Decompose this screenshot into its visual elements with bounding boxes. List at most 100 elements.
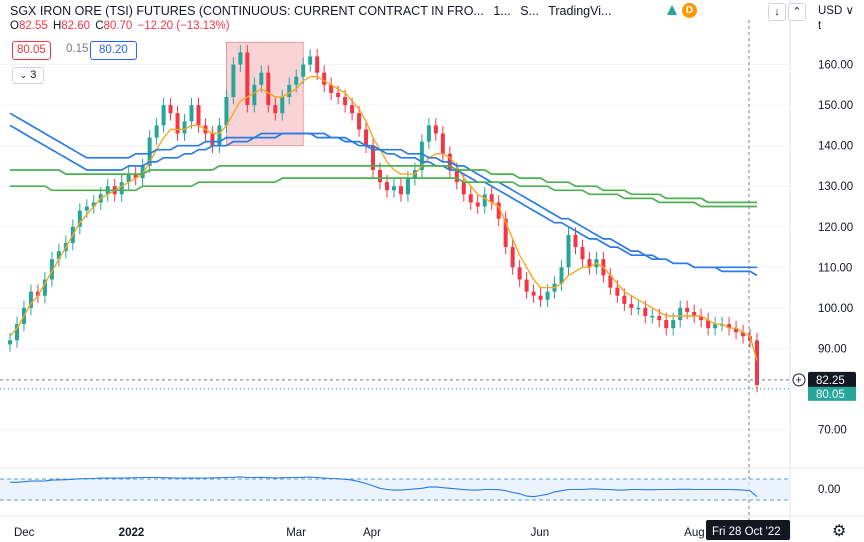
x-tick-label: Aug [684, 527, 704, 539]
candle-body [49, 259, 54, 280]
current-price-badge [808, 371, 856, 388]
candle-body [294, 76, 299, 85]
currency-selector[interactable]: USD ∨ [818, 5, 854, 17]
y-tick-label: 150.00 [818, 100, 853, 112]
candle-body [189, 105, 194, 122]
delayed-badge: D [682, 3, 697, 18]
current-price-label: 82.25 [816, 375, 845, 387]
candle-body [168, 105, 173, 114]
candle-body [664, 320, 669, 329]
last-price-label: 80.05 [816, 389, 845, 401]
ma-mid-a-line [9, 124, 758, 277]
candle-body [573, 234, 578, 248]
ma-mid-b-line [9, 112, 757, 269]
candle-body [734, 328, 739, 333]
candle-body [615, 287, 620, 296]
candle-body [14, 324, 19, 341]
y-tick-label: 90.00 [818, 343, 847, 355]
candle-body [405, 178, 410, 195]
candle-body [308, 56, 313, 65]
candle-body [210, 133, 215, 146]
candle-body [350, 105, 355, 114]
gear-icon[interactable]: ⚙ [832, 523, 847, 540]
ask-button[interactable]: 80.20 [90, 41, 137, 60]
candle-body [252, 84, 257, 106]
candle-body [391, 186, 396, 191]
candle-body [343, 97, 348, 106]
ma-slow-a-line [10, 165, 757, 204]
candle-body [545, 291, 550, 300]
candle-body [517, 267, 522, 280]
candle-body [426, 125, 431, 142]
candle-body [671, 320, 676, 329]
candle-body [126, 174, 131, 183]
candle-body [287, 84, 292, 97]
candle-body [133, 174, 138, 179]
candle-body [524, 279, 529, 292]
candle-body [706, 320, 711, 329]
chevron-up-icon[interactable]: ⌃ [788, 3, 806, 21]
candle-body [315, 56, 320, 73]
candle-body [657, 316, 662, 321]
candle-body [224, 97, 229, 126]
candle-body [182, 121, 187, 134]
candle-body [398, 186, 403, 195]
candle-body [322, 72, 327, 85]
candle-body [678, 307, 683, 321]
candle-body [273, 105, 278, 114]
indicators-toggle[interactable]: ⌄ 3 [12, 67, 44, 84]
chevron-down-icon: ⌄ [19, 70, 28, 80]
indicator-band [0, 479, 790, 500]
candle-body [336, 92, 341, 97]
candle-body [468, 194, 473, 203]
candle-body [329, 84, 334, 93]
candle-body [580, 247, 585, 260]
candle-body [559, 267, 564, 284]
candle-body [531, 291, 536, 296]
ohlc-readout: O82.55 H82.60 C80.70 −12.20 (−13.13%) [10, 20, 230, 32]
plus-icon-glyph: + [796, 374, 802, 386]
candle-body [510, 247, 515, 268]
candle-body [245, 52, 250, 106]
crosshair-date-badge [706, 520, 790, 540]
candle-body [77, 210, 82, 227]
ma-slow-b-line [10, 177, 757, 208]
indicator-zero-label: 0.00 [818, 484, 840, 496]
tradingview-brand[interactable]: TradingVi... [548, 4, 612, 18]
x-tick-label: Mar [286, 527, 306, 539]
candle-body [454, 170, 459, 183]
candle-body [503, 218, 508, 248]
candle-body [259, 72, 264, 85]
candle-body [461, 182, 466, 195]
candle-body [587, 259, 592, 268]
candle-body [419, 141, 424, 170]
candle-body [357, 113, 362, 130]
candle-body [8, 340, 12, 345]
candle-body [196, 105, 201, 126]
y-tick-label: 160.00 [818, 60, 853, 72]
candle-body [140, 165, 145, 179]
candle-body [161, 105, 166, 126]
candle-body [629, 303, 634, 308]
symbol-header[interactable]: SGX IRON ORE (TSI) FUTURES (CONTINUOUS: … [10, 4, 611, 18]
arrow-down-icon[interactable]: ↓ [768, 3, 786, 21]
interval-label[interactable]: 1... [493, 4, 511, 18]
candle-body [147, 137, 152, 166]
market-status-icon [667, 5, 677, 15]
candle-body [433, 125, 438, 134]
t-glyph: t [818, 20, 822, 32]
exchange-label: S... [520, 4, 539, 18]
add-alert-plus-icon [792, 373, 806, 387]
bid-button[interactable]: 80.05 [12, 41, 51, 60]
candle-body [496, 202, 501, 219]
x-tick-label: 2022 [119, 527, 145, 539]
indicator-line [10, 476, 758, 498]
candle-body [266, 72, 271, 106]
last-price-badge [808, 386, 856, 401]
candle-body [482, 194, 487, 207]
y-tick-label: 140.00 [818, 141, 853, 153]
candle-body [378, 170, 383, 183]
symbol-title[interactable]: SGX IRON ORE (TSI) FUTURES (CONTINUOUS: … [10, 4, 484, 18]
y-tick-label: 110.00 [818, 262, 852, 274]
